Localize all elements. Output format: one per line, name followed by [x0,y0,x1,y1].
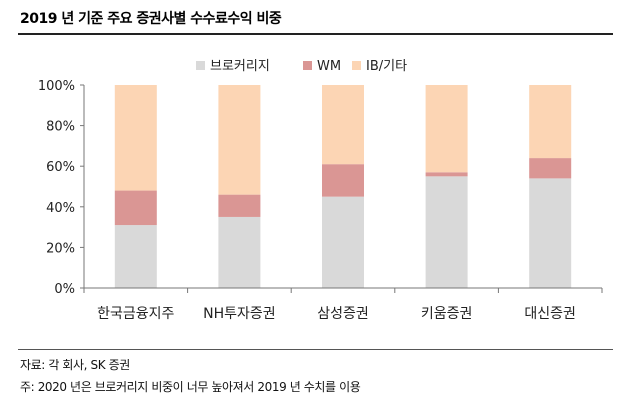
bar-2-0 [322,196,364,288]
bar-1-0 [218,216,261,288]
x-label-3: 키움증권 [421,306,473,322]
bar-3-0 [425,176,468,288]
x-label-4: 대신증권 [524,306,576,322]
footnote: 주: 2020 년은 브로커리지 비중이 너무 높아져서 2019 년 수치를 … [20,380,361,394]
y-tick-label-2: 40% [46,201,75,216]
footer-rule [18,349,613,350]
y-tick-label-1: 20% [46,241,75,256]
bar-4-2 [529,85,572,159]
bar-3-1 [425,172,468,177]
legend-label-1: WM [317,59,341,74]
bar-0-2 [114,85,157,191]
bar-1-2 [218,85,261,195]
stacked-bar-chart: 브로커리지 WM IB/기타 0% 20% 40% 60% 80% 100% 한국금융지주 NH… [38,59,603,322]
bars [114,85,572,288]
y-axis: 0% 20% 40% 60% 80% 100% [38,79,85,297]
bar-0-1 [114,190,157,226]
legend-swatch-0 [196,61,205,70]
x-axis: 한국금융지주 NH투자증권 삼성증권 키움증권 대신증권 [83,287,603,322]
x-label-0: 한국금융지주 [97,306,174,322]
y-tick-label-0: 0% [54,282,75,297]
source-note: 자료: 각 회사, SK 증권 [20,358,130,372]
x-label-1: NH투자증권 [203,306,276,322]
legend-swatch-1 [303,61,312,70]
title-underline [18,33,613,35]
bar-4-1 [529,158,572,179]
y-tick-label-5: 100% [38,79,75,94]
bar-1-1 [218,194,261,217]
chart-title: 2019 년 기준 주요 증권사별 수수료수익 비중 [20,11,282,27]
bar-4-0 [529,178,572,288]
legend-swatch-2 [352,61,361,70]
bar-2-2 [322,85,364,165]
bar-2-1 [322,164,364,197]
x-label-2: 삼성증권 [317,306,369,322]
legend: 브로커리지 WM IB/기타 [196,59,407,74]
y-tick-label-4: 80% [46,120,75,135]
bar-3-2 [425,85,468,173]
bar-0-0 [114,225,157,288]
legend-label-2: IB/기타 [366,59,407,74]
legend-label-0: 브로커리지 [210,59,270,74]
y-tick-label-3: 60% [46,160,75,175]
